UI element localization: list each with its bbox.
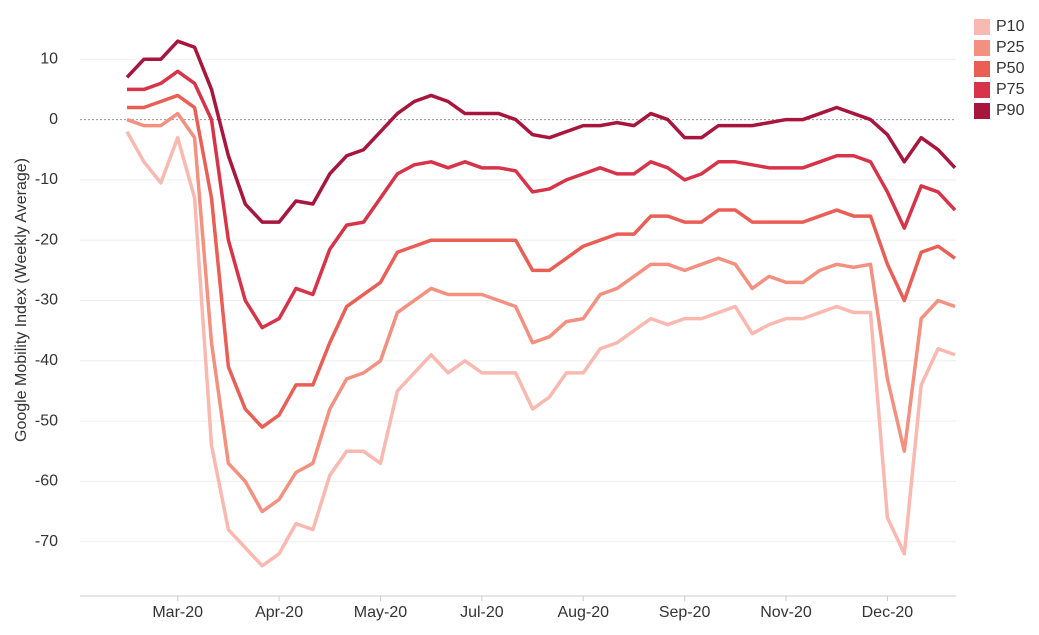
legend-label: P10 [996,18,1025,35]
x-tick-label: Dec-20 [862,604,914,621]
series-line [125,39,957,224]
legend-swatch [974,40,990,56]
x-tick-label: Jul-20 [460,604,504,621]
legend-label: P50 [996,60,1025,77]
x-tick-label: Mar-20 [152,604,203,621]
legend-swatch [974,19,990,35]
legend-label: P90 [996,102,1025,119]
series-line [126,111,956,514]
y-tick-label: 10 [40,50,58,67]
legend-label: P25 [996,39,1025,56]
y-tick-label: 0 [49,111,58,128]
legend-swatch [974,61,990,77]
legend-swatch [974,82,990,98]
y-tick-label: -40 [35,352,58,369]
series-line [125,130,956,568]
legend-label: P75 [996,81,1025,98]
series-line [127,93,957,429]
y-tick-label: -50 [35,412,58,429]
y-tick-label: -60 [35,473,58,490]
x-tick-label: Aug-20 [557,604,609,621]
series-line [127,69,957,330]
y-tick-label: -30 [35,292,58,309]
y-axis-label: Google Mobility Index (Weekly Average) [13,158,30,442]
x-tick-label: May-20 [354,604,407,621]
legend-swatch [974,103,990,119]
y-tick-label: -70 [35,533,58,550]
x-tick-label: Sep-20 [659,604,711,621]
y-tick-label: -10 [35,171,58,188]
y-tick-label: -20 [35,231,58,248]
x-tick-label: Nov-20 [760,604,812,621]
x-tick-label: Apr-20 [255,604,303,621]
